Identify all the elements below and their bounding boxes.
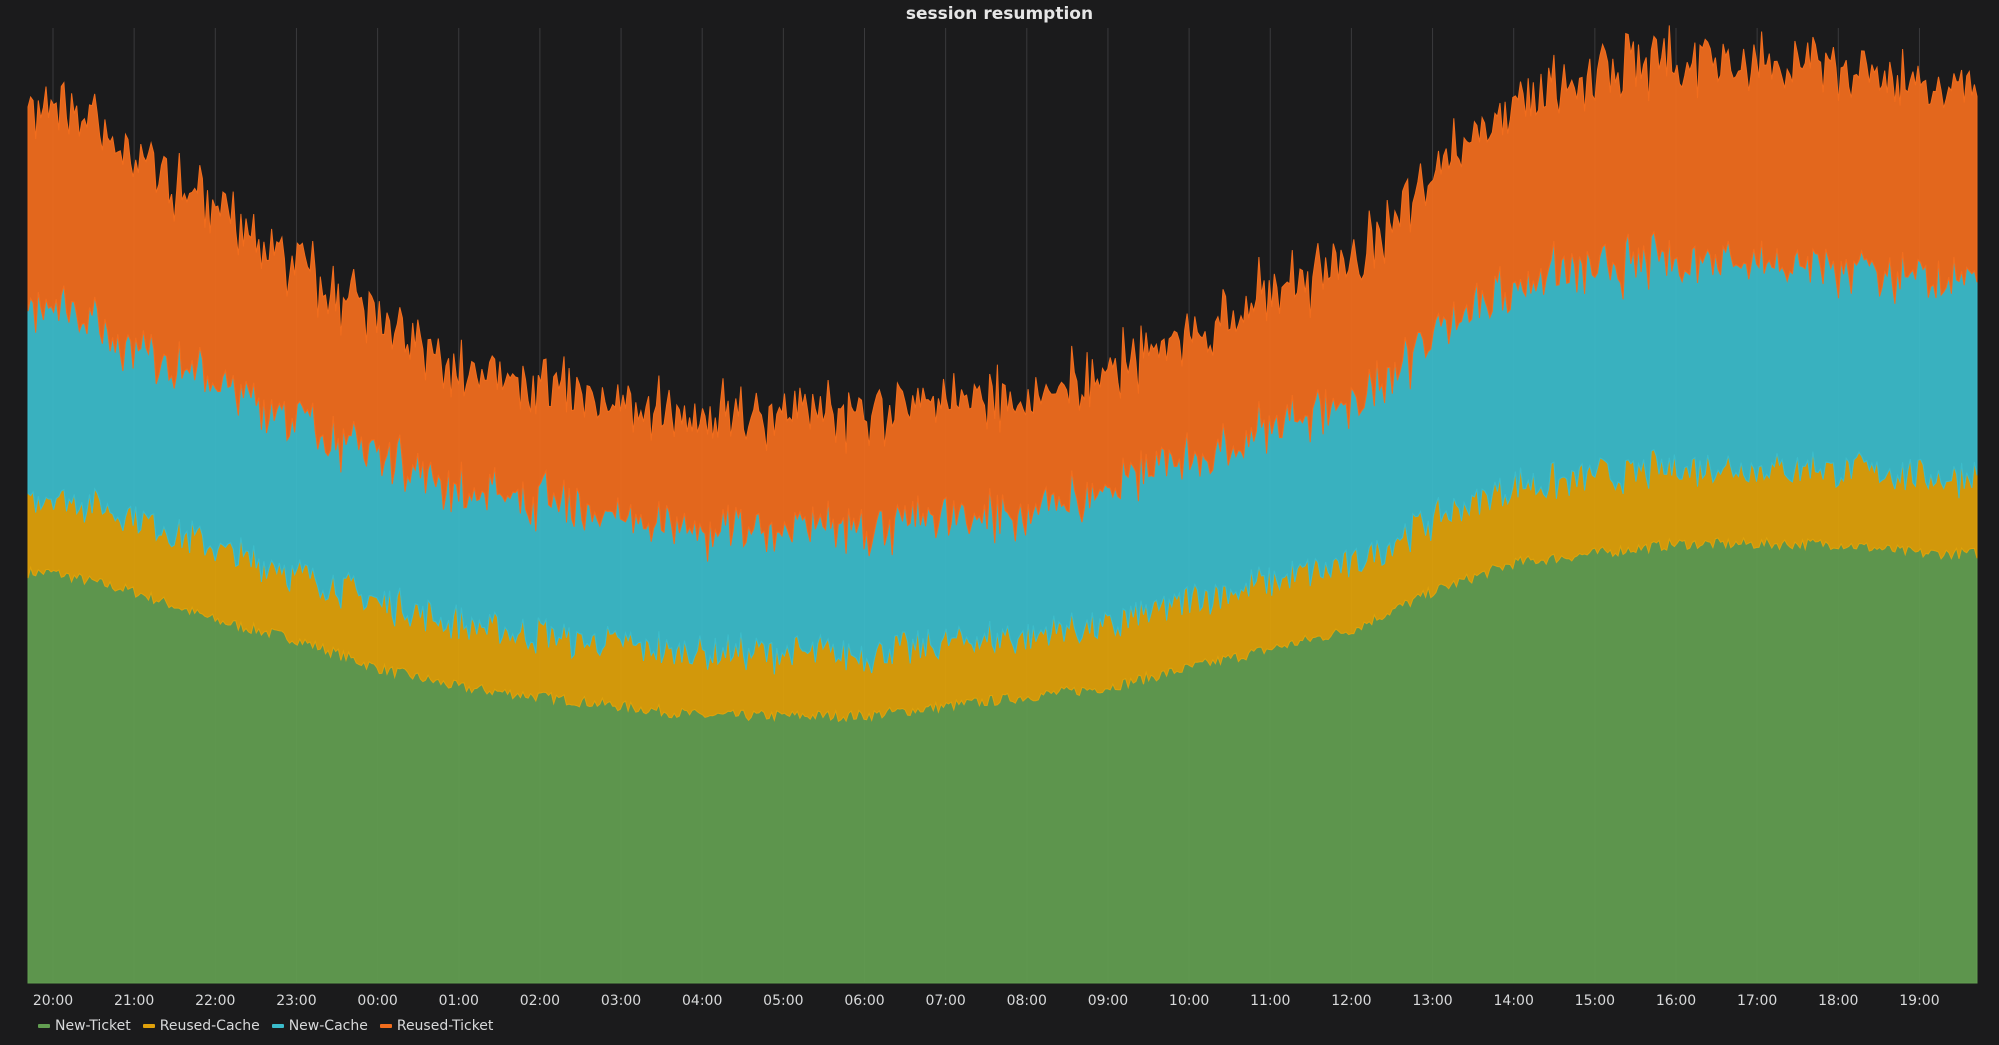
legend-item-reused-cache[interactable]: Reused-Cache bbox=[142, 1018, 260, 1034]
legend-item-new-ticket[interactable]: New-Ticket bbox=[38, 1018, 131, 1034]
x-tick-label: 19:00 bbox=[1899, 993, 1939, 1009]
x-tick-label: 16:00 bbox=[1656, 993, 1696, 1009]
legend-label: Reused-Ticket bbox=[396, 1018, 494, 1034]
series-area-reused-ticket bbox=[27, 25, 1978, 562]
x-tick-label: 14:00 bbox=[1494, 993, 1534, 1009]
legend-swatch bbox=[142, 1024, 155, 1028]
x-tick-label: 09:00 bbox=[1088, 993, 1128, 1009]
x-axis: 20:00 21:00 22:00 23:00 00:00 01:00 02:00 03:00… bbox=[33, 993, 1940, 1009]
x-tick-label: 22:00 bbox=[195, 993, 235, 1009]
x-tick-label: 18:00 bbox=[1818, 993, 1858, 1009]
x-tick-label: 13:00 bbox=[1412, 993, 1452, 1009]
legend-label: New-Ticket bbox=[55, 1018, 131, 1034]
x-tick-label: 21:00 bbox=[114, 993, 154, 1009]
x-tick-label: 11:00 bbox=[1250, 993, 1290, 1009]
stacked-areas bbox=[27, 25, 1978, 984]
x-tick-label: 10:00 bbox=[1169, 993, 1209, 1009]
x-tick-label: 01:00 bbox=[439, 993, 479, 1009]
x-tick-label: 17:00 bbox=[1737, 993, 1777, 1009]
x-tick-label: 15:00 bbox=[1575, 993, 1615, 1009]
x-tick-label: 02:00 bbox=[520, 993, 560, 1009]
legend-swatch bbox=[38, 1024, 50, 1028]
x-tick-label: 00:00 bbox=[357, 993, 397, 1009]
x-tick-label: 03:00 bbox=[601, 993, 641, 1009]
legend-swatch bbox=[271, 1024, 284, 1028]
x-tick-label: 08:00 bbox=[1007, 993, 1047, 1009]
legend-label: New-Cache bbox=[288, 1018, 368, 1034]
legend: New-Ticket Reused-Cache New-Cache Reused-Ti… bbox=[38, 1018, 493, 1034]
legend-item-reused-ticket[interactable]: Reused-Ticket bbox=[379, 1018, 494, 1034]
x-tick-label: 04:00 bbox=[682, 993, 722, 1009]
x-tick-label: 23:00 bbox=[276, 993, 316, 1009]
legend-item-new-cache[interactable]: New-Cache bbox=[271, 1018, 368, 1034]
x-tick-label: 07:00 bbox=[925, 993, 965, 1009]
legend-swatch bbox=[379, 1024, 392, 1028]
x-tick-label: 12:00 bbox=[1331, 993, 1371, 1009]
chart-title: session resumption bbox=[905, 4, 1094, 24]
x-tick-label: 06:00 bbox=[844, 993, 884, 1009]
x-tick-label: 05:00 bbox=[763, 993, 803, 1009]
legend-label: Reused-Cache bbox=[159, 1018, 260, 1034]
x-tick-label: 20:00 bbox=[33, 993, 73, 1009]
